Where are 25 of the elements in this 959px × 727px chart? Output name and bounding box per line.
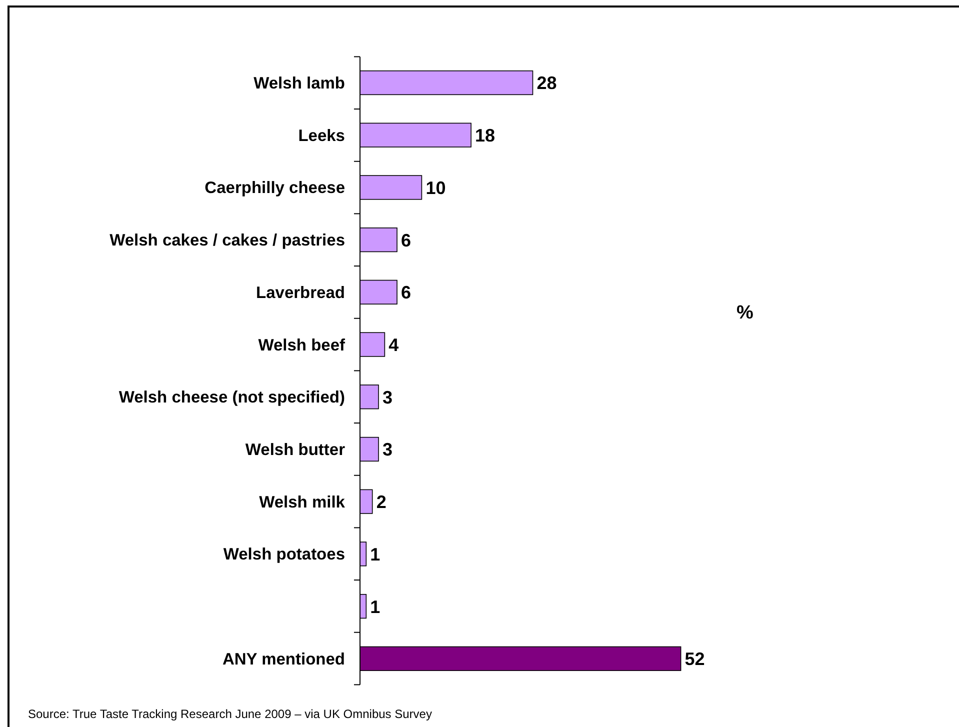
source-note: Source: True Taste Tracking Research June 2009 – via UK Omnibus Survey	[28, 707, 432, 721]
y-tick-label: Welsh cheese (not specified)	[118, 388, 345, 407]
y-tick-label: ANY mentioned	[222, 650, 345, 668]
data-label: 6	[401, 282, 412, 303]
data-label: 1	[370, 544, 380, 564]
x-axis-title: %	[736, 302, 754, 324]
y-tick-label: Welsh butter	[245, 441, 346, 460]
data-label: 3	[382, 387, 393, 408]
y-tick-label: Welsh milk	[259, 493, 346, 512]
y-tick-label: Laverbread	[256, 284, 345, 302]
data-label: 4	[388, 335, 399, 355]
data-label: 10	[426, 178, 446, 198]
y-tick-label: Welsh cakes / cakes / pastries	[110, 232, 345, 250]
data-label: 28	[536, 73, 557, 94]
y-tick-label: Welsh beef	[258, 336, 346, 354]
y-tick-label: Welsh lamb	[254, 74, 345, 93]
y-tick-label: Leeks	[298, 126, 345, 145]
data-label: 1	[370, 596, 380, 617]
y-tick-label: Welsh potatoes	[223, 546, 345, 564]
data-label: 6	[401, 230, 412, 250]
data-label: 2	[376, 492, 386, 512]
data-label: 18	[475, 126, 496, 146]
data-label: 52	[684, 649, 705, 670]
y-tick-label: Caerphilly cheese	[204, 179, 345, 198]
data-label: 3	[382, 440, 393, 460]
